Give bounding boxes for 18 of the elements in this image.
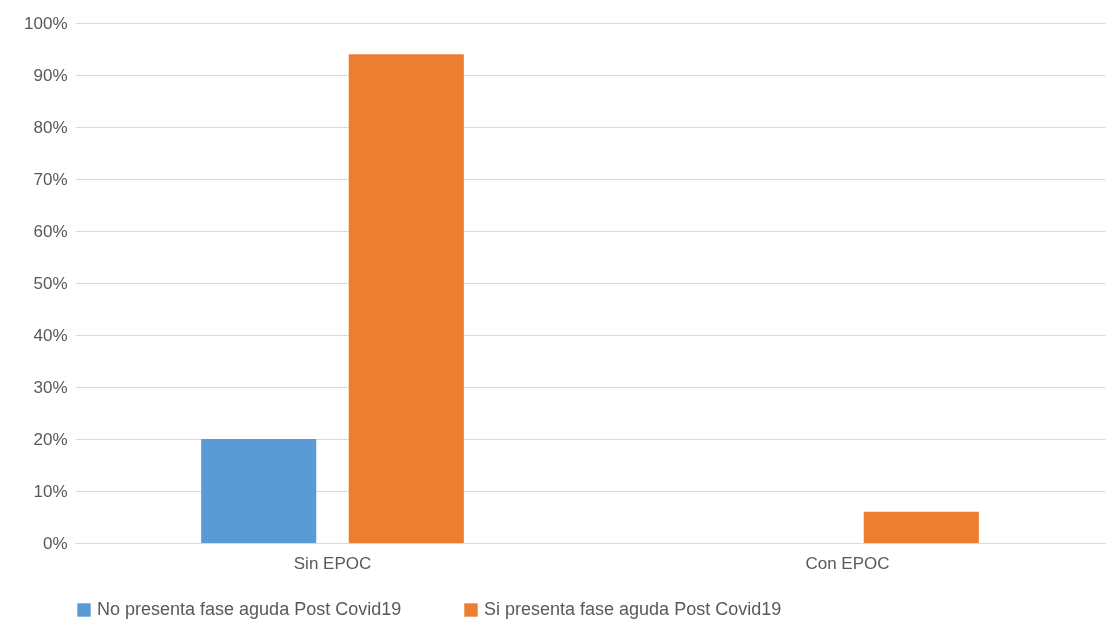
bar xyxy=(201,439,317,543)
y-tick-label: 60% xyxy=(33,221,68,241)
y-tick-label: 0% xyxy=(42,533,68,553)
x-tick-label: Sin EPOC xyxy=(293,553,372,573)
legend-label: Si presenta fase aguda Post Covid19 xyxy=(484,599,782,619)
y-tick-label: 40% xyxy=(33,325,68,345)
bar xyxy=(863,511,979,543)
y-tick-label: 100% xyxy=(24,13,68,33)
y-tick-label: 20% xyxy=(33,429,68,449)
y-tick-label: 10% xyxy=(33,481,68,501)
bar xyxy=(348,54,464,543)
x-tick-label: Con EPOC xyxy=(805,553,890,573)
y-tick-label: 50% xyxy=(33,273,68,293)
y-tick-label: 80% xyxy=(33,117,68,137)
legend-label: No presenta fase aguda Post Covid19 xyxy=(97,599,402,619)
y-tick-label: 30% xyxy=(33,377,68,397)
y-tick-label: 70% xyxy=(33,169,68,189)
y-tick-label: 90% xyxy=(33,65,68,85)
